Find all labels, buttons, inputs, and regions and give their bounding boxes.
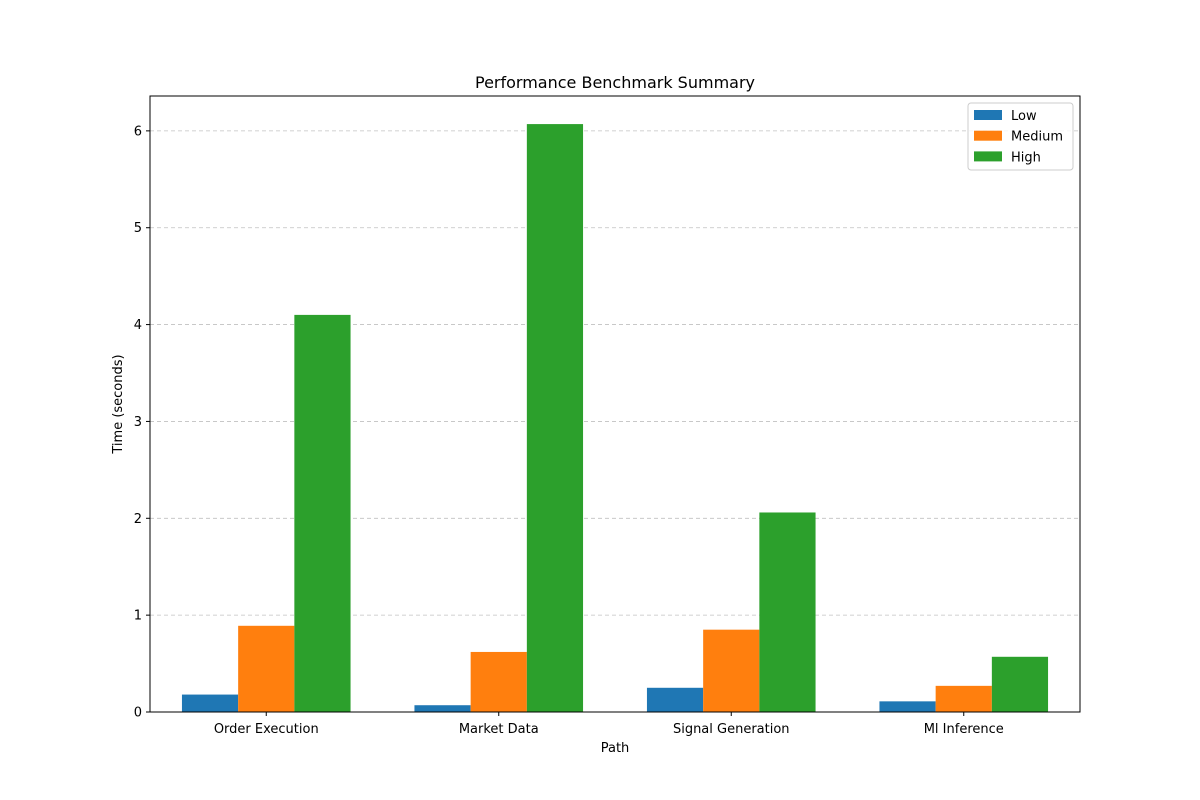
y-tick-label: 4 xyxy=(134,318,142,333)
y-tick-label: 5 xyxy=(134,221,142,236)
legend-swatch-medium xyxy=(974,130,1002,141)
y-axis: 0 1 2 3 4 5 6 xyxy=(134,124,150,721)
bar-high-order-execution xyxy=(294,314,351,712)
y-axis-label: Time (seconds) xyxy=(111,354,126,454)
x-tick-label: Signal Generation xyxy=(673,722,790,737)
legend-label-high: High xyxy=(1011,150,1041,165)
bar-low-order-execution xyxy=(181,694,239,712)
y-tick-label: 6 xyxy=(134,124,142,139)
bar-medium-order-execution xyxy=(238,625,295,712)
bar-medium-signal-generation xyxy=(703,629,760,712)
x-tick-label: Market Data xyxy=(459,722,539,737)
bar-high-ml-inference xyxy=(991,656,1049,712)
bar-low-market-data xyxy=(414,705,471,712)
y-tick-label: 0 xyxy=(134,706,142,721)
legend: Low Medium High xyxy=(967,102,1074,171)
x-axis: Order Execution Market Data Signal Generat… xyxy=(214,712,1004,737)
legend-swatch-low xyxy=(974,110,1002,120)
legend-label-low: Low xyxy=(1011,109,1037,124)
bar-low-ml-inference xyxy=(879,701,936,712)
chart-title: Performance Benchmark Summary xyxy=(475,73,755,92)
bar-medium-ml-inference xyxy=(935,685,992,712)
x-tick-label: Order Execution xyxy=(214,722,319,737)
legend-swatch-high xyxy=(974,151,1002,162)
bar-high-market-data xyxy=(526,124,584,712)
y-tick-label: 2 xyxy=(134,512,142,527)
legend-label-medium: Medium xyxy=(1011,130,1063,145)
bar-medium-market-data xyxy=(470,651,527,712)
x-axis-label: Path xyxy=(601,741,630,756)
bars xyxy=(181,124,1049,712)
plot-area-frame xyxy=(149,95,1081,713)
y-tick-label: 1 xyxy=(134,609,142,624)
bar-high-signal-generation xyxy=(759,512,816,712)
y-tick-label: 3 xyxy=(134,415,142,430)
bar-low-signal-generation xyxy=(646,687,704,712)
x-tick-label: Ml Inference xyxy=(924,722,1004,737)
